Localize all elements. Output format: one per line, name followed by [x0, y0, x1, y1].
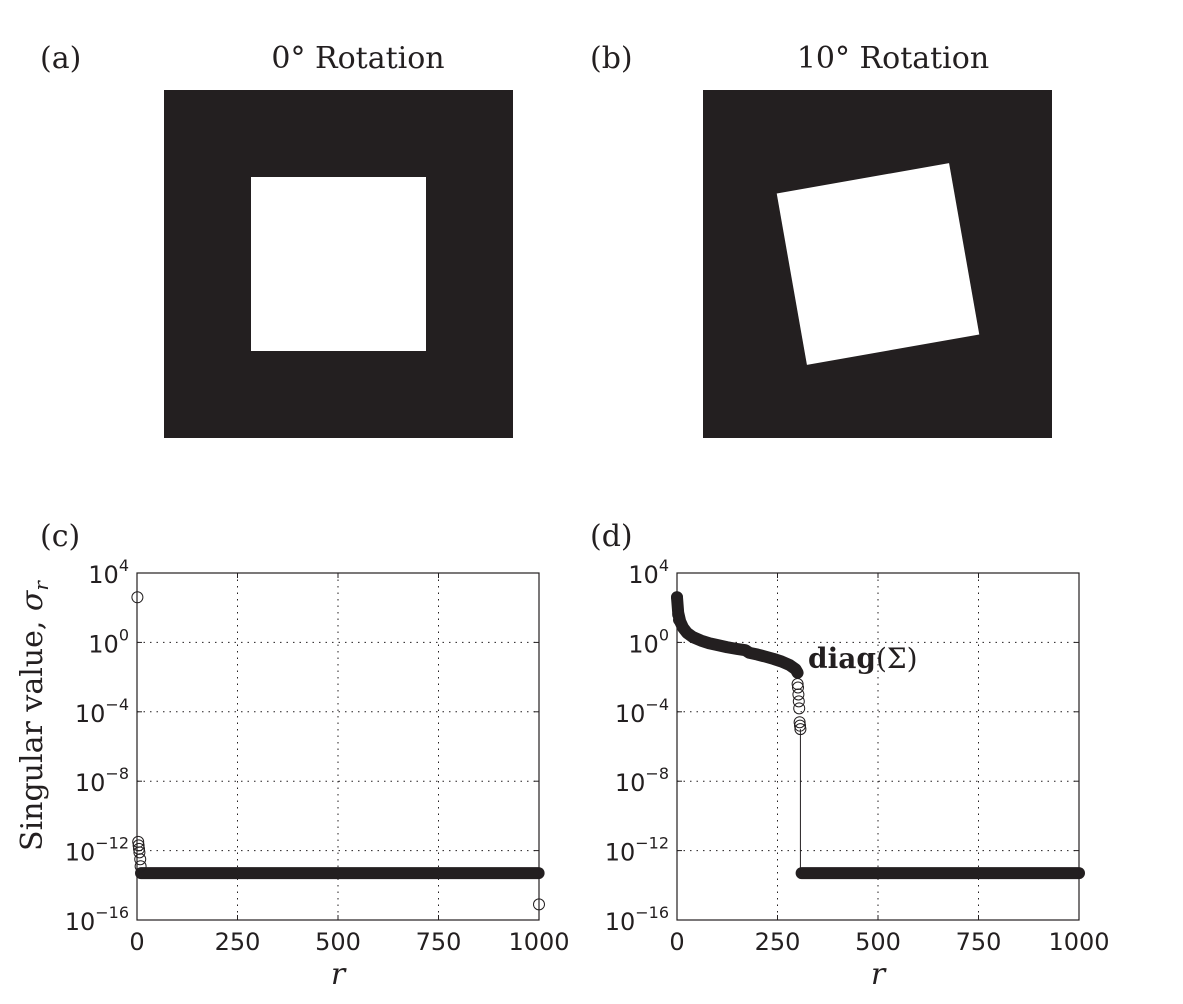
chart-d-ytick-label: 100 [628, 625, 669, 658]
chart-d-ytick-label: 10−16 [605, 903, 669, 936]
chart-d-point [793, 702, 806, 715]
chart-d-ytick-label: 10−4 [615, 695, 669, 728]
image-b [703, 90, 1052, 438]
chart-c-xtick-label: 0 [129, 928, 144, 956]
chart-d-xtick-label: 1000 [1048, 928, 1109, 956]
chart-c-ytick-label: 10−16 [65, 903, 129, 936]
chart-c-ylabel-symbol: σ [15, 589, 50, 611]
panel-d-label: (d) [590, 519, 633, 554]
panel-b-label: (b) [590, 41, 633, 76]
chart-d-xtick-label: 750 [956, 928, 1002, 956]
chart-c-ticks: 0 250 500 750 1000 104 100 10−4 10−8 10−12 10−16 [65, 556, 570, 956]
chart-c-point [133, 846, 146, 859]
chart-c-ylabel: Singular value, σr [15, 580, 53, 851]
chart-c-marks [131, 591, 545, 911]
chart-c-point [134, 853, 147, 866]
chart-d-point [794, 719, 807, 732]
image-a [164, 90, 513, 438]
chart-c-ytick-label: 10−12 [65, 834, 129, 867]
panel-b-title: 10° Rotation [797, 41, 989, 76]
chart-d-ticks: 0 250 500 750 1000 104 100 10−4 10−8 10−12 10−16 [605, 556, 1110, 956]
chart-d-ytick-label: 104 [628, 556, 669, 589]
chart-d: 0 250 500 750 1000 104 100 10−4 10−8 10−12 10−16 r… [605, 556, 1110, 992]
chart-d-annotation: diag(Σ) [808, 642, 918, 675]
panel-a-title: 0° Rotation [271, 41, 444, 76]
chart-c: 0 250 500 750 1000 104 100 10−4 10−8 10−12 10−16 r… [15, 556, 570, 992]
chart-d-marks [671, 591, 1085, 880]
chart-c-ylabel-main: Singular value, [15, 611, 50, 851]
chart-d-xtick-label: 500 [855, 928, 901, 956]
chart-d-xlabel: r [871, 957, 887, 992]
chart-c-xlabel: r [331, 957, 347, 992]
chart-d-point [792, 695, 805, 708]
chart-d-point [792, 688, 805, 701]
chart-d-ytick-label: 10−12 [605, 834, 669, 867]
chart-c-ylabel-sub: r [29, 580, 53, 591]
chart-c-ytick-label: 100 [88, 625, 129, 658]
panel-c-label: (c) [40, 519, 80, 554]
chart-d-point [672, 608, 685, 621]
chart-c-xtick-label: 1000 [508, 928, 569, 956]
chart-d-xtick-label: 250 [755, 928, 801, 956]
chart-d-annotation-rest: (Σ) [876, 642, 918, 675]
chart-d-point [673, 613, 686, 626]
chart-c-ytick-label: 10−4 [75, 695, 129, 728]
image-a-square [251, 177, 426, 351]
chart-c-xtick-label: 500 [315, 928, 361, 956]
chart-c-xtick-label: 250 [215, 928, 261, 956]
chart-d-point [792, 681, 805, 694]
chart-d-point [791, 678, 804, 691]
chart-d-dense-curve [671, 591, 804, 679]
chart-c-xtick-label: 750 [416, 928, 462, 956]
chart-d-annotation-bold: diag [808, 642, 876, 675]
image-b-square [776, 163, 980, 365]
panel-a-label: (a) [40, 41, 81, 76]
chart-d-xtick-label: 0 [669, 928, 684, 956]
chart-d-point [793, 716, 806, 729]
chart-d-point [794, 723, 807, 736]
chart-c-ytick-label: 104 [88, 556, 129, 589]
chart-c-point [134, 860, 147, 873]
chart-c-ytick-label: 10−8 [75, 764, 129, 797]
chart-d-ytick-label: 10−8 [615, 764, 669, 797]
